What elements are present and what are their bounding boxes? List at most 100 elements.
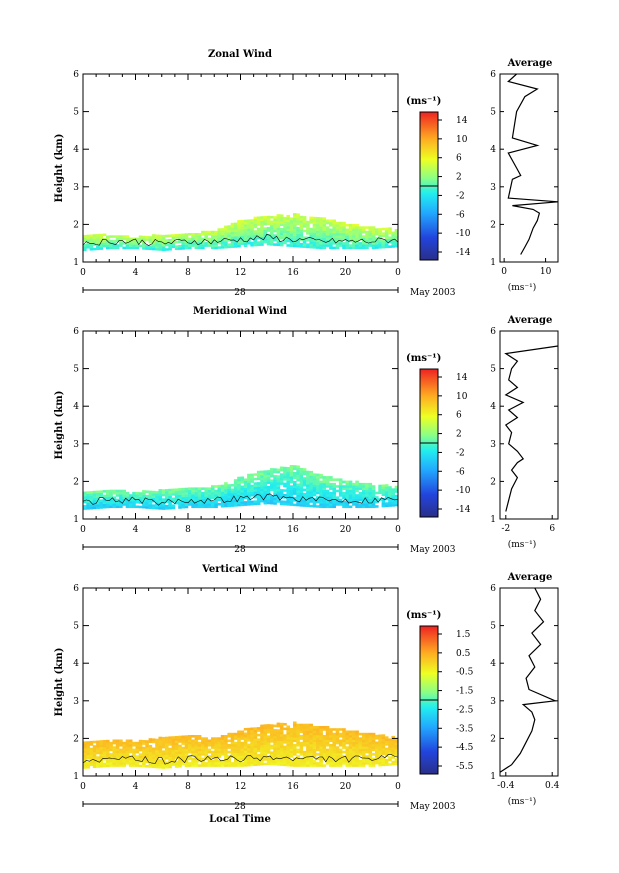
colorbar-unit: (ms⁻¹) — [406, 610, 441, 621]
field-cell — [335, 239, 340, 243]
field-cell — [316, 228, 320, 231]
field-cell — [165, 743, 169, 746]
field-cell — [243, 503, 248, 506]
field-cell — [184, 746, 189, 750]
field-cell — [322, 728, 327, 731]
field-cell — [335, 755, 340, 758]
field-cell — [247, 496, 251, 499]
field-cell — [325, 237, 330, 241]
field-cell — [279, 218, 284, 222]
field-cell — [273, 749, 277, 752]
field-cell — [319, 748, 323, 752]
field-cell — [348, 764, 353, 767]
field-cell — [204, 491, 208, 495]
field-cell — [276, 736, 281, 739]
field-cell — [165, 745, 169, 749]
field-cell — [112, 244, 117, 247]
field-cell — [266, 242, 271, 246]
y-tick-label: 6 — [73, 584, 79, 594]
field-cell — [348, 237, 353, 241]
x-tick-label: 20 — [340, 268, 352, 278]
field-cell — [161, 498, 166, 501]
field-cell — [250, 761, 254, 764]
field-cell — [168, 241, 172, 244]
field-cell — [316, 230, 320, 234]
field-cell — [86, 491, 90, 494]
field-cell — [145, 751, 149, 755]
field-cell — [273, 468, 277, 471]
field-cell — [240, 732, 245, 736]
field-cell — [329, 744, 333, 747]
field-cell — [247, 498, 251, 502]
field-cell — [319, 728, 323, 731]
field-cell — [250, 759, 254, 762]
field-cell — [289, 240, 294, 243]
field-cell — [273, 733, 277, 737]
field-cell — [211, 739, 215, 743]
field-cell — [293, 762, 297, 765]
field-cell — [263, 740, 268, 743]
field-cell — [306, 728, 310, 731]
field-cell — [194, 505, 199, 509]
field-cell — [368, 503, 373, 506]
field-cell — [109, 762, 113, 765]
colorbar-tick-label: 2 — [456, 430, 462, 440]
field-cell — [253, 763, 258, 766]
field-cell — [240, 741, 245, 745]
field-cell — [361, 485, 366, 488]
field-cell — [302, 240, 307, 244]
field-cell — [224, 737, 228, 740]
field-cell — [283, 754, 287, 758]
field-cell — [112, 503, 117, 506]
field-cell — [306, 225, 310, 228]
field-cell — [148, 765, 153, 768]
field-cell — [355, 753, 359, 756]
field-cell — [112, 753, 117, 756]
field-cell — [220, 762, 225, 765]
field-cell — [165, 750, 169, 753]
field-cell — [358, 496, 363, 499]
field-cell — [345, 741, 350, 745]
field-cell — [102, 758, 107, 761]
field-cell — [161, 745, 166, 749]
field-cell — [289, 755, 294, 758]
field-cell — [106, 505, 110, 509]
field-cell — [188, 498, 192, 502]
field-cell — [181, 496, 185, 500]
field-cell — [273, 234, 277, 237]
field-cell — [299, 762, 304, 765]
field-cell — [197, 748, 202, 752]
field-cell — [178, 497, 182, 500]
field-cell — [106, 753, 110, 756]
field-cell — [161, 244, 166, 247]
field-cell — [128, 246, 133, 250]
field-cell — [279, 237, 284, 240]
field-cell — [384, 761, 389, 764]
field-cell — [289, 242, 294, 245]
field-cell — [217, 239, 222, 243]
field-cell — [250, 473, 254, 477]
field-cell — [279, 761, 284, 764]
field-cell — [270, 220, 274, 224]
field-cell — [92, 504, 97, 507]
field-cell — [276, 225, 281, 229]
field-cell — [365, 737, 369, 740]
field-cell — [260, 733, 264, 737]
field-cell — [171, 745, 176, 748]
field-cell — [260, 470, 264, 474]
field-cell — [233, 233, 238, 237]
field-cell — [279, 234, 284, 238]
field-cell — [151, 504, 156, 507]
field-cell — [325, 750, 330, 754]
field-cell — [243, 487, 248, 491]
field-cell — [293, 231, 297, 234]
field-cell — [256, 486, 261, 490]
field-cell — [96, 490, 100, 494]
field-cell — [293, 746, 297, 749]
field-cell — [243, 230, 248, 234]
field-cell — [191, 746, 195, 749]
field-cell — [83, 507, 87, 510]
field-cell — [214, 494, 218, 497]
field-cell — [342, 480, 346, 484]
month-label: May 2003 — [410, 545, 456, 555]
